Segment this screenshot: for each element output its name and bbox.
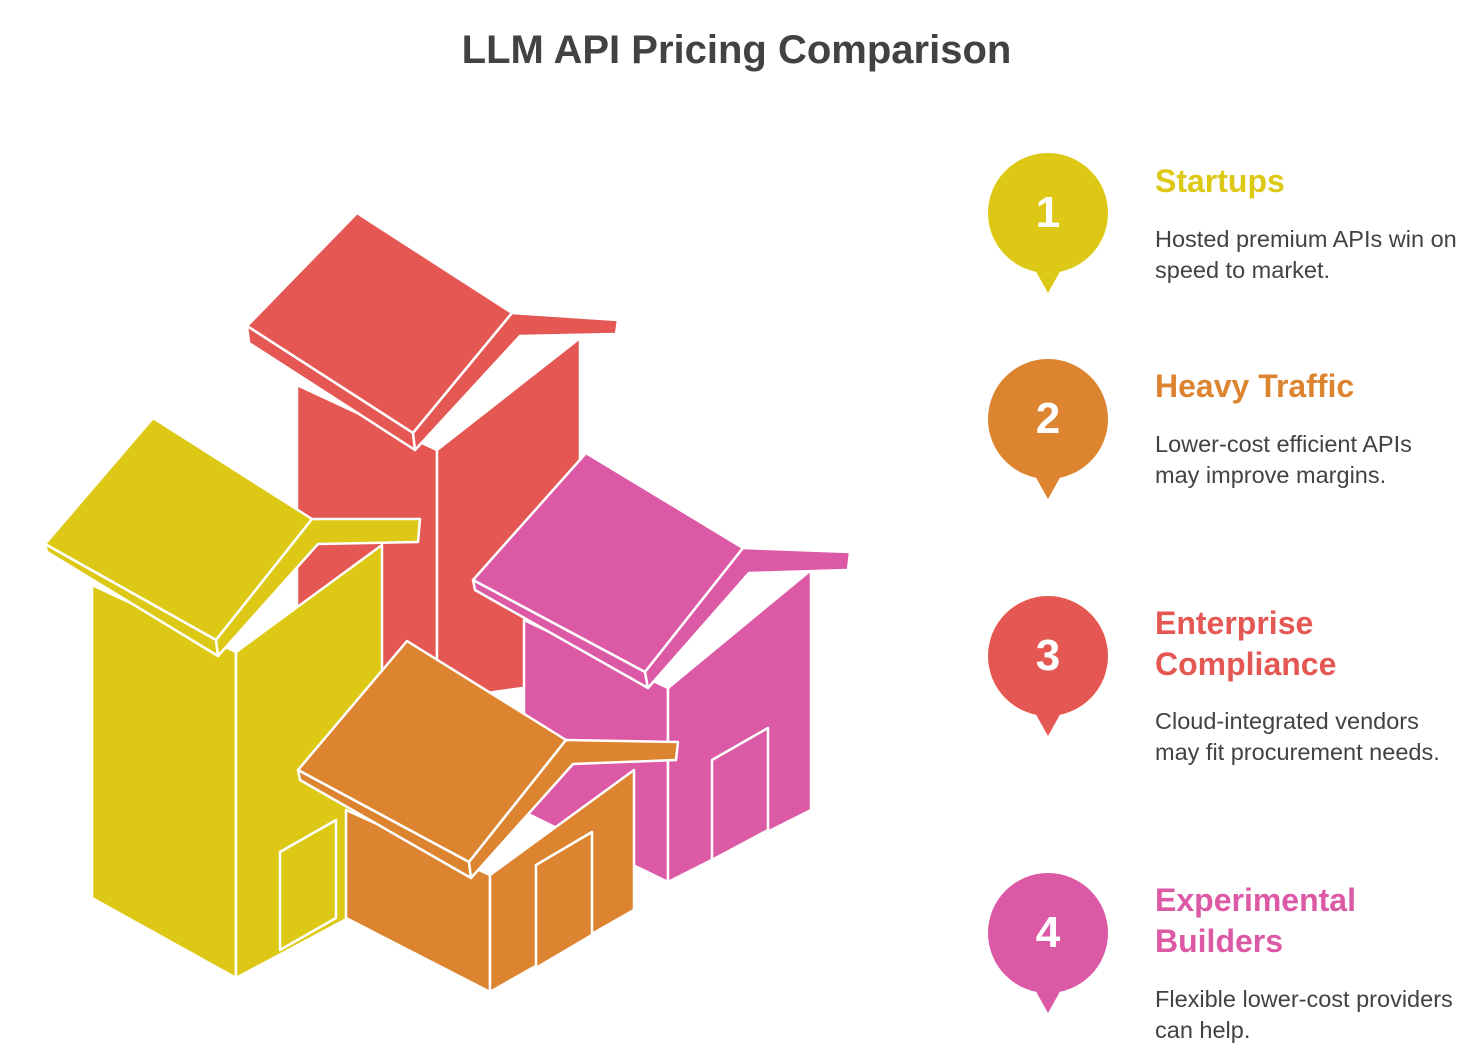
step-2-title: Heavy Traffic <box>1155 368 1355 404</box>
step-2-marker: 2 <box>988 359 1108 499</box>
pink-house <box>471 451 852 884</box>
step-3-description: Cloud-integrated vendors may fit procure… <box>1155 708 1440 765</box>
step-4-marker: 4 <box>988 873 1108 1013</box>
page-title: LLM API Pricing Comparison <box>461 28 1012 72</box>
step-4-title: Experimental Builders <box>1155 882 1356 959</box>
step-2-number: 2 <box>1035 394 1061 443</box>
step-1-description: Hosted premium APIs win on speed to mark… <box>1155 226 1457 283</box>
step-3-number: 3 <box>1035 631 1061 680</box>
step-1-number: 1 <box>1035 188 1061 237</box>
step-1-title: Startups <box>1155 163 1285 199</box>
step-4-description: Flexible lower-cost providers can help. <box>1155 986 1453 1043</box>
step-1-marker: 1 <box>988 153 1108 293</box>
houses-illustration <box>43 211 852 994</box>
step-3-title: Enterprise Compliance <box>1155 605 1337 682</box>
orange-house <box>296 639 680 994</box>
step-4-number: 4 <box>1035 908 1061 957</box>
step-2-description: Lower-cost efficient APIs may improve ma… <box>1155 431 1412 488</box>
step-3-marker: 3 <box>988 596 1108 736</box>
